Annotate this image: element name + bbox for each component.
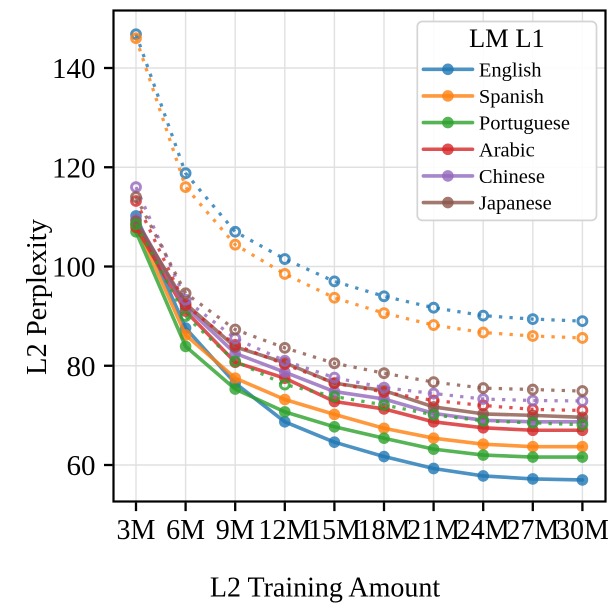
svg-text:L2 Training Amount: L2 Training Amount: [210, 573, 440, 604]
svg-text:140: 140: [52, 53, 96, 85]
svg-text:6M: 6M: [166, 515, 205, 546]
svg-text:Arabic: Arabic: [479, 139, 535, 161]
svg-text:3M: 3M: [117, 515, 156, 546]
svg-text:27M: 27M: [506, 515, 559, 546]
svg-text:80: 80: [67, 351, 96, 383]
svg-text:12M: 12M: [258, 515, 311, 546]
svg-text:15M: 15M: [308, 515, 361, 546]
svg-text:Chinese: Chinese: [479, 166, 545, 188]
svg-text:18M: 18M: [358, 515, 411, 546]
svg-text:21M: 21M: [407, 515, 460, 546]
svg-text:Japanese: Japanese: [479, 193, 552, 215]
svg-text:L2 Perplexity: L2 Perplexity: [22, 218, 53, 375]
svg-text:English: English: [479, 59, 542, 81]
svg-text:120: 120: [52, 152, 96, 184]
svg-text:LM L1: LM L1: [469, 23, 545, 53]
svg-text:9M: 9M: [216, 515, 255, 546]
svg-text:Portuguese: Portuguese: [479, 113, 570, 135]
svg-text:Spanish: Spanish: [479, 86, 544, 108]
svg-text:100: 100: [52, 252, 96, 284]
svg-text:30M: 30M: [556, 515, 608, 546]
svg-text:24M: 24M: [457, 515, 510, 546]
svg-text:60: 60: [67, 450, 96, 482]
